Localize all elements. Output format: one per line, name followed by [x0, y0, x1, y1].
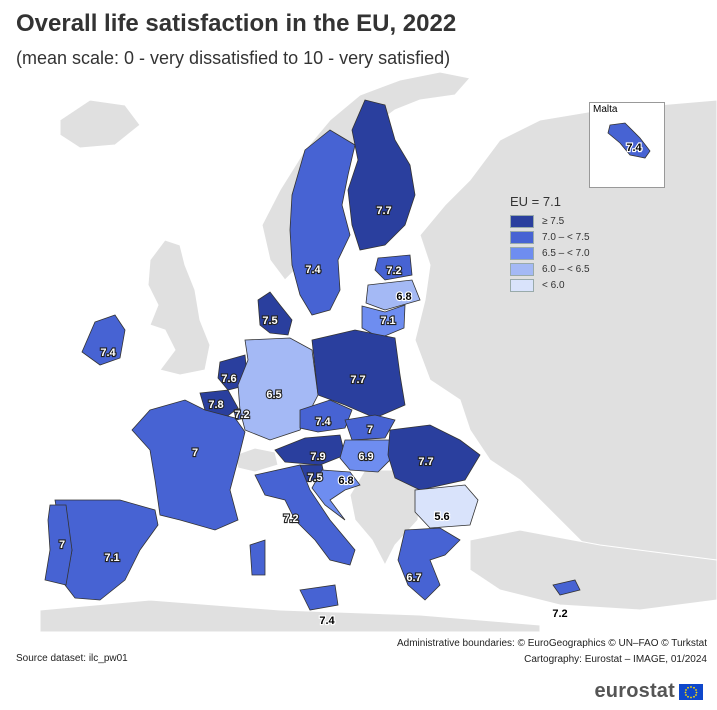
legend-swatch	[510, 214, 534, 228]
label-sicily: 7.4	[319, 615, 335, 627]
country-cyprus	[552, 579, 581, 596]
choropleth-map: 7.7 7.4 7.2 6.8 7.1 7.5 7.4 7.6 7.8 7.2 …	[39, 72, 717, 632]
label-greece: 6.7	[406, 572, 421, 584]
legend-swatch	[510, 278, 534, 292]
country-ireland	[81, 314, 126, 366]
north-africa	[39, 599, 541, 632]
malta-inset: Malta 7.4	[589, 102, 665, 188]
country-croatia	[311, 469, 361, 521]
source-dataset: Source dataset: ilc_pw01	[16, 653, 128, 664]
label-czechia: 7.4	[315, 416, 331, 428]
country-estonia	[374, 254, 413, 281]
cartography-credit: Cartography: Eurostat – IMAGE, 01/2024	[524, 654, 707, 665]
country-greece	[397, 527, 461, 601]
legend-title: EU = 7.1	[510, 194, 561, 209]
map-credits: Administrative boundaries: © EuroGeograp…	[397, 636, 707, 668]
legend-label: 7.0 – < 7.5	[542, 231, 590, 243]
legend-item: 6.0 – < 6.5	[510, 261, 590, 277]
country-portugal	[44, 504, 73, 586]
country-germany	[237, 337, 319, 441]
legend-item: 7.0 – < 7.5	[510, 229, 590, 245]
label-cyprus: 7.2	[552, 608, 567, 620]
country-italy	[254, 464, 356, 566]
value-labels: 7.7 7.4 7.2 6.8 7.1 7.5 7.4 7.6 7.8 7.2 …	[58, 204, 569, 621]
country-poland	[311, 329, 406, 419]
russia-east	[414, 99, 717, 601]
label-croatia: 6.8	[338, 475, 353, 487]
legend-item: ≥ 7.5	[510, 213, 590, 229]
label-latvia: 6.8	[396, 291, 411, 303]
switzerland	[234, 447, 279, 473]
label-slovakia: 7	[367, 424, 373, 436]
non-eu-land	[39, 72, 717, 632]
label-denmark: 7.5	[262, 315, 277, 327]
country-latvia	[365, 279, 421, 311]
legend-swatch	[510, 246, 534, 260]
label-romania: 7.7	[418, 456, 433, 468]
country-sweden	[289, 129, 356, 316]
boundaries-credit: Administrative boundaries: © EuroGeograp…	[396, 638, 707, 649]
country-sardinia	[249, 539, 266, 576]
label-sweden: 7.4	[305, 264, 321, 276]
map-title: Overall life satisfaction in the EU, 202…	[16, 10, 457, 37]
legend-label: < 6.0	[542, 279, 565, 291]
label-luxembourg: 7.2	[234, 409, 249, 421]
label-austria: 7.9	[310, 451, 325, 463]
label-malta: 7.4	[626, 142, 642, 154]
label-italy: 7.2	[283, 513, 298, 525]
country-sicily	[299, 584, 339, 611]
legend-label: 6.5 – < 7.0	[542, 247, 590, 259]
eurostat-logo: eurostat	[594, 680, 703, 703]
label-belgium: 7.8	[208, 399, 223, 411]
label-spain: 7.1	[104, 552, 119, 564]
legend-label: 6.0 – < 6.5	[542, 263, 590, 275]
country-bulgaria	[414, 484, 479, 529]
country-france	[131, 399, 246, 531]
malta-inset-label: Malta	[593, 104, 618, 115]
label-slovenia: 7.5	[307, 472, 322, 484]
label-france: 7	[192, 447, 198, 459]
country-czechia	[299, 399, 353, 433]
malta-inset-map: 7.4	[607, 122, 651, 159]
country-romania	[387, 424, 481, 491]
map-legend: EU = 7.1 ≥ 7.5 7.0 – < 7.5 6.5 – < 7.0 6…	[510, 194, 590, 293]
turkey	[469, 529, 717, 611]
label-poland: 7.7	[350, 374, 365, 386]
label-estonia: 7.2	[386, 265, 401, 277]
legend-label: ≥ 7.5	[542, 215, 565, 227]
label-finland: 7.7	[376, 205, 391, 217]
country-denmark	[257, 291, 293, 336]
label-ireland: 7.4	[100, 347, 116, 359]
label-netherlands: 7.6	[221, 373, 236, 385]
country-finland	[347, 99, 416, 251]
iceland	[59, 99, 141, 149]
brand-text: eurostat	[594, 680, 675, 702]
country-lithuania	[361, 304, 406, 339]
legend-item: 6.5 – < 7.0	[510, 245, 590, 261]
label-germany: 6.5	[266, 389, 281, 401]
eu-countries	[44, 99, 581, 611]
map-subtitle: (mean scale: 0 - very dissatisfied to 10…	[16, 48, 451, 68]
label-bulgaria: 5.6	[434, 511, 449, 523]
country-slovakia	[344, 414, 396, 441]
legend-swatch	[510, 230, 534, 244]
eu-flag-icon	[679, 683, 703, 700]
label-hungary: 6.9	[358, 451, 373, 463]
legend-item: < 6.0	[510, 277, 590, 293]
legend-swatch	[510, 262, 534, 276]
great-britain	[147, 239, 211, 376]
label-portugal: 7	[59, 539, 65, 551]
country-malta	[607, 122, 651, 159]
label-lithuania: 7.1	[380, 315, 395, 327]
